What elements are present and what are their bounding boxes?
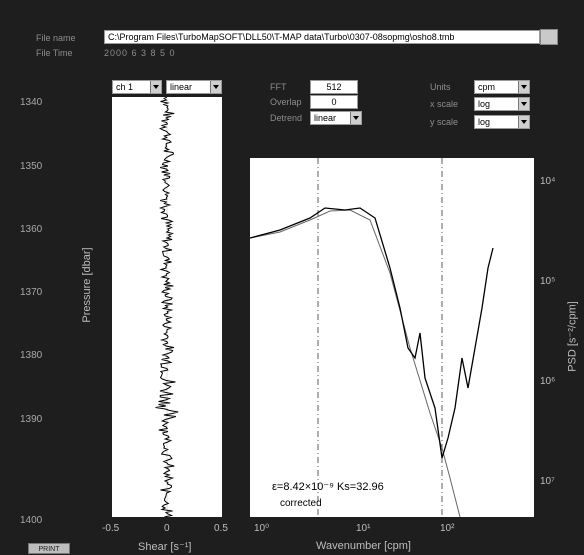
channel-select[interactable]: ch 1 xyxy=(112,80,162,94)
file-browse-button[interactable] xyxy=(540,29,558,45)
detrend-label: Detrend xyxy=(270,113,303,123)
shear-tick: 0 xyxy=(164,523,170,534)
units-select[interactable]: cpm xyxy=(474,80,530,94)
wavenumber-tick: 10² xyxy=(440,523,455,534)
channel-select-value: ch 1 xyxy=(116,82,134,92)
shear-plot-panel xyxy=(112,97,222,517)
file-path-field[interactable]: C:\Program Files\TurboMapSOFT\DLL50\T-MA… xyxy=(104,30,540,44)
pressure-tick: 1390 xyxy=(20,414,43,425)
shear-scale-select-value: linear xyxy=(170,82,193,92)
y-scale-label: y scale xyxy=(430,117,459,127)
chevron-down-icon xyxy=(518,81,529,93)
detrend-select[interactable]: linear xyxy=(310,111,362,125)
spectrum-model-curve xyxy=(250,209,461,517)
units-select-value: cpm xyxy=(478,82,496,92)
shear-axis-label: Shear [s⁻¹] xyxy=(138,541,192,553)
pressure-tick: 1370 xyxy=(20,287,43,298)
dissipation-annotation: ε=8.42×10⁻⁹ Ks=32.96 xyxy=(272,481,384,493)
pressure-tick: 1380 xyxy=(20,350,43,361)
shear-trace xyxy=(155,97,179,517)
file-time-value: 2000 6 3 8 5 0 xyxy=(104,48,176,58)
chevron-down-icon xyxy=(350,112,361,124)
x-scale-select[interactable]: log xyxy=(474,97,530,111)
shear-tick: 0.5 xyxy=(214,523,228,534)
spectrum-plot xyxy=(250,158,494,517)
fft-input[interactable]: 512 xyxy=(310,80,358,94)
chevron-down-icon xyxy=(210,81,221,93)
psd-tick: 10⁶ xyxy=(540,376,556,387)
correction-status: corrected xyxy=(280,498,322,509)
psd-tick: 10⁷ xyxy=(540,476,555,487)
pressure-tick: 1340 xyxy=(20,97,43,108)
file-time-label: File Time xyxy=(36,48,73,58)
spectrum-plot-panel: ε=8.42×10⁻⁹ Ks=32.96 corrected xyxy=(250,158,534,517)
psd-tick: 10⁴ xyxy=(540,176,556,187)
chevron-down-icon xyxy=(150,81,161,93)
pressure-tick: 1400 xyxy=(20,515,43,526)
shear-tick: -0.5 xyxy=(102,523,120,534)
psd-tick: 10⁵ xyxy=(540,276,556,287)
spectrum-observed-curve xyxy=(250,207,494,459)
wavenumber-tick: 10⁰ xyxy=(254,523,270,534)
overlap-label: Overlap xyxy=(270,97,302,107)
overlap-input[interactable]: 0 xyxy=(310,95,358,109)
y-scale-select-value: log xyxy=(478,117,491,127)
y-scale-select[interactable]: log xyxy=(474,115,530,129)
psd-axis-label: PSD [s⁻²/cpm] xyxy=(566,301,579,372)
pressure-tick: 1350 xyxy=(20,161,43,172)
chevron-down-icon xyxy=(518,116,529,128)
fft-label: FFT xyxy=(270,82,287,92)
wavenumber-axis-label: Wavenumber [cpm] xyxy=(316,540,411,552)
shear-scale-select[interactable]: linear xyxy=(166,80,222,94)
file-name-label: File name xyxy=(36,33,76,43)
units-label: Units xyxy=(430,82,451,92)
wavenumber-tick: 10¹ xyxy=(356,523,371,534)
shear-trace-plot xyxy=(155,97,179,517)
x-scale-label: x scale xyxy=(430,99,459,109)
pressure-axis-label: Pressure [dbar] xyxy=(81,247,93,323)
chevron-down-icon xyxy=(518,98,529,110)
pressure-tick: 1360 xyxy=(20,224,43,235)
print-button[interactable]: PRINT xyxy=(28,543,70,554)
detrend-select-value: linear xyxy=(314,113,337,123)
x-scale-select-value: log xyxy=(478,99,491,109)
